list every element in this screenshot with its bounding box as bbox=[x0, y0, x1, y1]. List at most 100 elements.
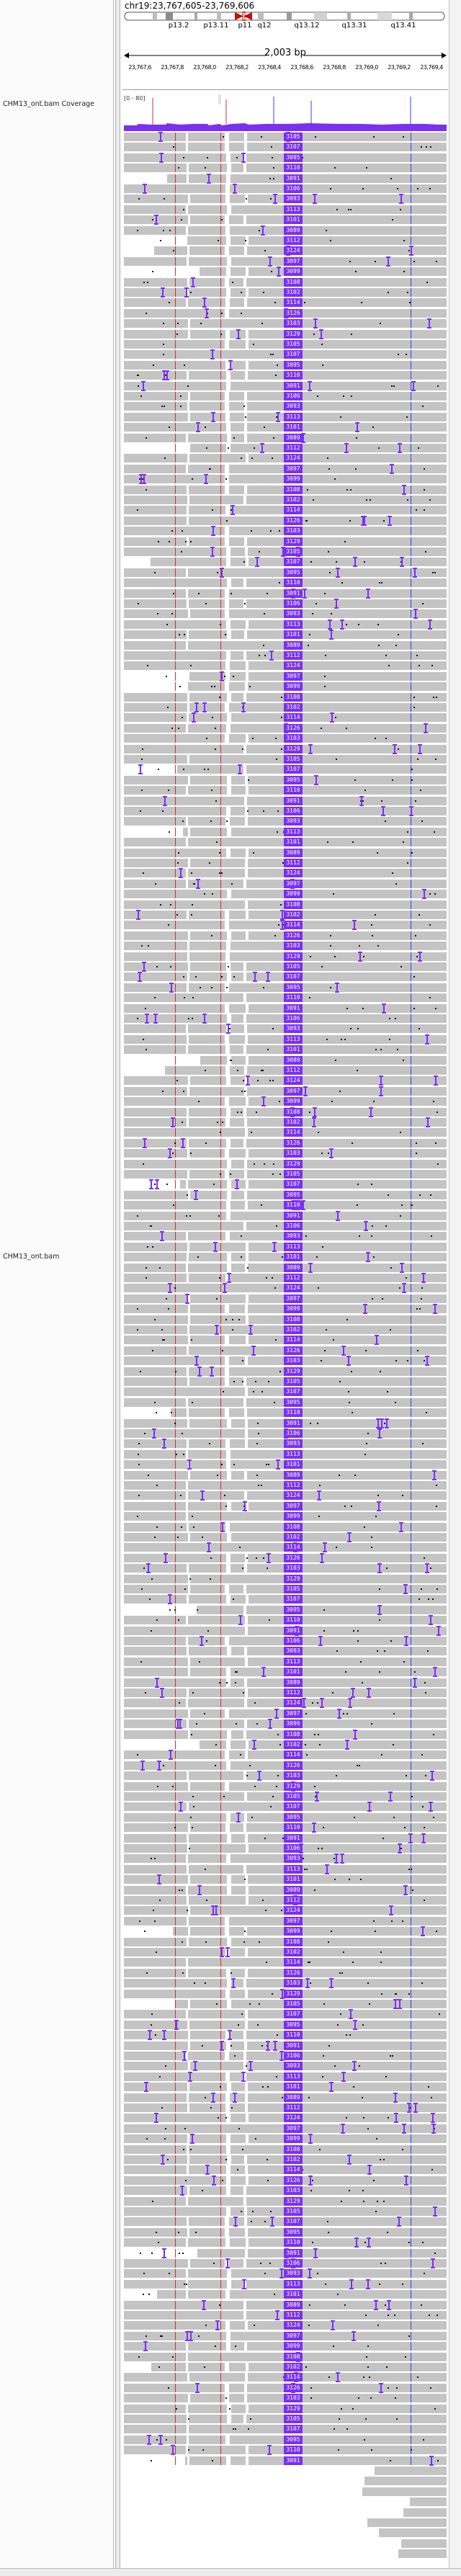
read-row[interactable]: 3091 bbox=[122, 1210, 448, 1221]
read-row[interactable]: 3095 bbox=[122, 2227, 448, 2237]
read-row[interactable] bbox=[122, 2487, 448, 2497]
read-row[interactable]: 3091 bbox=[122, 2040, 448, 2051]
read-row[interactable]: 3095 bbox=[122, 1812, 448, 1823]
read-row[interactable]: 3110 bbox=[122, 2445, 448, 2456]
read-row[interactable] bbox=[122, 2476, 448, 2486]
read-row[interactable]: 3091 bbox=[122, 1418, 448, 1428]
read-row[interactable]: 3102 bbox=[122, 910, 448, 920]
read-row[interactable]: 3089 bbox=[122, 432, 448, 443]
read-row[interactable]: 3091 bbox=[122, 1625, 448, 1636]
read-row[interactable]: 3108 bbox=[122, 1106, 448, 1117]
read-row[interactable]: 3102 bbox=[122, 1740, 448, 1750]
read-row[interactable]: 3124 bbox=[122, 661, 448, 671]
read-row[interactable]: 3112 bbox=[122, 1895, 448, 1905]
read-row[interactable]: 3102 bbox=[122, 702, 448, 712]
read-row[interactable]: 3101 bbox=[122, 422, 448, 433]
read-row[interactable]: 3089 bbox=[122, 1884, 448, 1895]
read-row[interactable]: 3124 bbox=[122, 868, 448, 879]
read-row[interactable]: 3126 bbox=[122, 931, 448, 941]
read-row[interactable]: 3089 bbox=[122, 225, 448, 236]
read-row[interactable]: 3129 bbox=[122, 1988, 448, 1999]
read-row[interactable]: 3101 bbox=[122, 630, 448, 640]
read-row[interactable]: 3112 bbox=[122, 443, 448, 453]
read-row[interactable]: 3113 bbox=[122, 619, 448, 630]
read-row[interactable]: 3126 bbox=[122, 1552, 448, 1563]
read-row[interactable]: 3124 bbox=[122, 2113, 448, 2124]
read-row[interactable]: 3112 bbox=[122, 858, 448, 868]
read-row[interactable]: 3107 bbox=[122, 1594, 448, 1605]
read-row[interactable]: 3113 bbox=[122, 411, 448, 422]
read-row[interactable]: 3108 bbox=[122, 900, 448, 910]
read-row[interactable]: 3105 bbox=[122, 754, 448, 764]
read-row[interactable]: 3106 bbox=[122, 1843, 448, 1853]
read-row[interactable]: 3107 bbox=[122, 1802, 448, 1812]
read-row[interactable] bbox=[122, 2466, 448, 2476]
read-row[interactable]: 3113 bbox=[122, 827, 448, 837]
read-row[interactable]: 3095 bbox=[122, 2019, 448, 2030]
read-row[interactable]: 3095 bbox=[122, 152, 448, 163]
read-row[interactable]: 3110 bbox=[122, 1615, 448, 1626]
read-row[interactable]: 3114 bbox=[122, 1542, 448, 1553]
read-row[interactable]: 3103 bbox=[122, 1771, 448, 1781]
read-row[interactable]: 3103 bbox=[122, 2186, 448, 2196]
read-row[interactable]: 3095 bbox=[122, 1397, 448, 1408]
read-row[interactable]: 3101 bbox=[122, 2082, 448, 2093]
read-row[interactable]: 3129 bbox=[122, 743, 448, 754]
read-row[interactable]: 3126 bbox=[122, 515, 448, 526]
read-row[interactable]: 3108 bbox=[122, 277, 448, 287]
read-row[interactable]: 3101 bbox=[122, 215, 448, 225]
read-row[interactable]: 3099 bbox=[122, 2134, 448, 2145]
read-row[interactable]: 3124 bbox=[122, 1905, 448, 1916]
scrollbar[interactable] bbox=[449, 0, 461, 2575]
read-row[interactable]: 3107 bbox=[122, 2009, 448, 2020]
read-row[interactable]: 3102 bbox=[122, 1117, 448, 1127]
read-row[interactable]: 3089 bbox=[122, 2299, 448, 2310]
read-row[interactable]: 3105 bbox=[122, 962, 448, 972]
read-row[interactable]: 3110 bbox=[122, 578, 448, 588]
read-row[interactable]: 3103 bbox=[122, 2393, 448, 2403]
read-row[interactable]: 3095 bbox=[122, 2434, 448, 2445]
read-row[interactable]: 3114 bbox=[122, 1750, 448, 1761]
read-row[interactable]: 3095 bbox=[122, 567, 448, 578]
read-row[interactable]: 3093 bbox=[122, 1646, 448, 1656]
read-row[interactable]: 3106 bbox=[122, 1636, 448, 1646]
read-row[interactable]: 3126 bbox=[122, 1137, 448, 1148]
read-row[interactable]: 3110 bbox=[122, 2237, 448, 2248]
read-row[interactable]: 3112 bbox=[122, 2103, 448, 2113]
read-row[interactable]: 3095 bbox=[122, 774, 448, 785]
read-row[interactable]: 3105 bbox=[122, 547, 448, 557]
read-row[interactable]: 3112 bbox=[122, 1480, 448, 1490]
read-row[interactable]: 3099 bbox=[122, 1719, 448, 1730]
read-row[interactable]: 3091 bbox=[122, 1833, 448, 1843]
read-row[interactable]: 3110 bbox=[122, 785, 448, 795]
read-row[interactable]: 3101 bbox=[122, 837, 448, 847]
read-row[interactable]: 3103 bbox=[122, 1356, 448, 1367]
read-row[interactable]: 3108 bbox=[122, 2145, 448, 2155]
read-row[interactable]: 3089 bbox=[122, 2092, 448, 2103]
read-row[interactable]: 3105 bbox=[122, 1169, 448, 1179]
read-row[interactable]: 3093 bbox=[122, 609, 448, 620]
read-row[interactable]: 3113 bbox=[122, 1449, 448, 1459]
read-row[interactable] bbox=[122, 2539, 448, 2549]
read-row[interactable]: 3112 bbox=[122, 2310, 448, 2320]
read-row[interactable]: 3099 bbox=[122, 889, 448, 900]
read-row[interactable]: 3089 bbox=[122, 1470, 448, 1480]
read-row[interactable]: 3103 bbox=[122, 526, 448, 537]
read-row[interactable]: 3089 bbox=[122, 1677, 448, 1688]
read-row[interactable]: 3093 bbox=[122, 1853, 448, 1864]
read-row[interactable]: 3108 bbox=[122, 484, 448, 495]
read-row[interactable]: 3106 bbox=[122, 391, 448, 401]
read-row[interactable]: 3126 bbox=[122, 1760, 448, 1771]
read-row[interactable]: 3108 bbox=[122, 692, 448, 702]
read-row[interactable]: 3129 bbox=[122, 1159, 448, 1169]
read-row[interactable]: 3108 bbox=[122, 1315, 448, 1325]
read-row[interactable]: 3129 bbox=[122, 951, 448, 962]
read-row[interactable]: 3106 bbox=[122, 1428, 448, 1439]
read-row[interactable]: 3113 bbox=[122, 205, 448, 215]
read-row[interactable]: 3103 bbox=[122, 1563, 448, 1574]
read-row[interactable]: 3108 bbox=[122, 1729, 448, 1740]
read-row[interactable]: 3105 bbox=[122, 1999, 448, 2009]
read-row[interactable]: 3126 bbox=[122, 723, 448, 733]
read-row[interactable]: 3099 bbox=[122, 1511, 448, 1521]
read-row[interactable]: 3097 bbox=[122, 1501, 448, 1511]
